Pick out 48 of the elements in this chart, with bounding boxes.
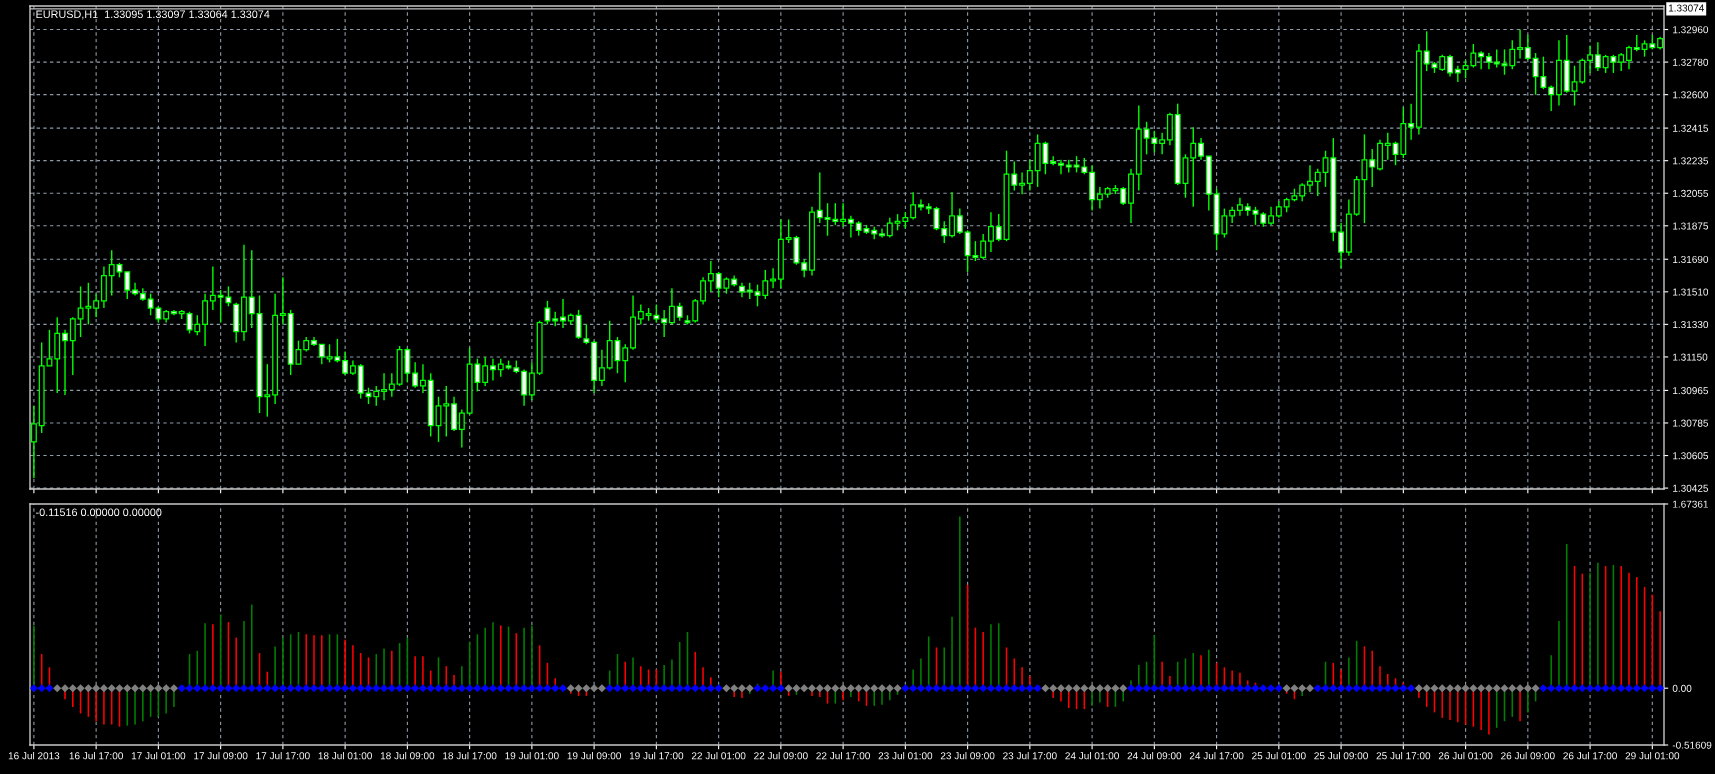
y-tick-label: 1.30785	[1673, 419, 1709, 427]
y-tick-label: 1.32780	[1673, 58, 1709, 66]
y-tick-label: 1.31690	[1673, 255, 1709, 263]
y-tick-label: 1.30965	[1673, 387, 1709, 395]
x-tick-label: 23 Jul 17:00	[1003, 751, 1057, 760]
y-tick-label: 1.32960	[1673, 26, 1709, 34]
x-tick-label: 29 Jul 01:00	[1625, 751, 1680, 760]
y-tick-label: 1.32235	[1673, 157, 1709, 165]
y-tick-label: 0.00	[1672, 684, 1692, 692]
y-tick-label: 1.32600	[1673, 91, 1709, 99]
x-tick-label: 19 Jul 17:00	[629, 751, 684, 760]
x-tick-label: 25 Jul 09:00	[1314, 751, 1368, 760]
y-tick-label: 1.31510	[1673, 288, 1709, 296]
y-tick-label: 1.31875	[1673, 222, 1709, 230]
x-tick-label: 24 Jul 09:00	[1127, 751, 1182, 760]
x-tick-label: 22 Jul 17:00	[816, 751, 870, 760]
y-tick-label: -0.51609	[1672, 741, 1712, 749]
x-tick-label: 22 Jul 09:00	[754, 751, 808, 760]
x-tick-label: 26 Jul 17:00	[1563, 751, 1617, 760]
x-tick-label: 16 Jul 17:00	[69, 751, 123, 760]
x-tick-label: 26 Jul 01:00	[1438, 751, 1493, 760]
x-tick-label: 23 Jul 01:00	[878, 751, 933, 760]
y-tick-label: 1.67361	[1673, 500, 1708, 508]
x-tick-label: 18 Jul 17:00	[443, 751, 497, 760]
ref-line-label: 1.33074	[1668, 4, 1705, 12]
x-tick-label: 25 Jul 01:00	[1252, 751, 1306, 760]
x-tick-label: 17 Jul 17:00	[256, 751, 310, 760]
y-tick-label: 1.32415	[1673, 124, 1709, 132]
chart-title: -0.11516 0.00000 0.00000	[36, 508, 162, 517]
y-tick-label: 1.30425	[1673, 484, 1709, 492]
x-tick-label: 17 Jul 01:00	[131, 751, 186, 760]
x-tick-label: 24 Jul 17:00	[1189, 751, 1244, 760]
y-tick-label: 1.30605	[1673, 452, 1709, 460]
x-tick-label: 22 Jul 01:00	[691, 751, 746, 760]
x-tick-label: 17 Jul 09:00	[194, 751, 248, 760]
x-tick-label: 26 Jul 09:00	[1501, 751, 1555, 760]
x-tick-label: 19 Jul 09:00	[567, 751, 621, 760]
x-tick-label: 24 Jul 01:00	[1065, 751, 1119, 760]
chart-title: EURUSD,H1 1.33095 1.33097 1.33064 1.33074	[36, 10, 270, 20]
x-tick-label: 23 Jul 09:00	[940, 751, 995, 760]
x-tick-label: 19 Jul 01:00	[505, 751, 559, 760]
y-tick-label: 1.31330	[1673, 321, 1709, 329]
y-tick-label: 1.31150	[1673, 353, 1708, 361]
x-tick-label: 18 Jul 01:00	[318, 751, 372, 760]
x-tick-label: 18 Jul 09:00	[380, 751, 435, 760]
x-tick-label: 25 Jul 17:00	[1376, 751, 1431, 760]
x-tick-label: 16 Jul 2013	[8, 751, 60, 760]
y-tick-label: 1.32055	[1673, 189, 1709, 197]
